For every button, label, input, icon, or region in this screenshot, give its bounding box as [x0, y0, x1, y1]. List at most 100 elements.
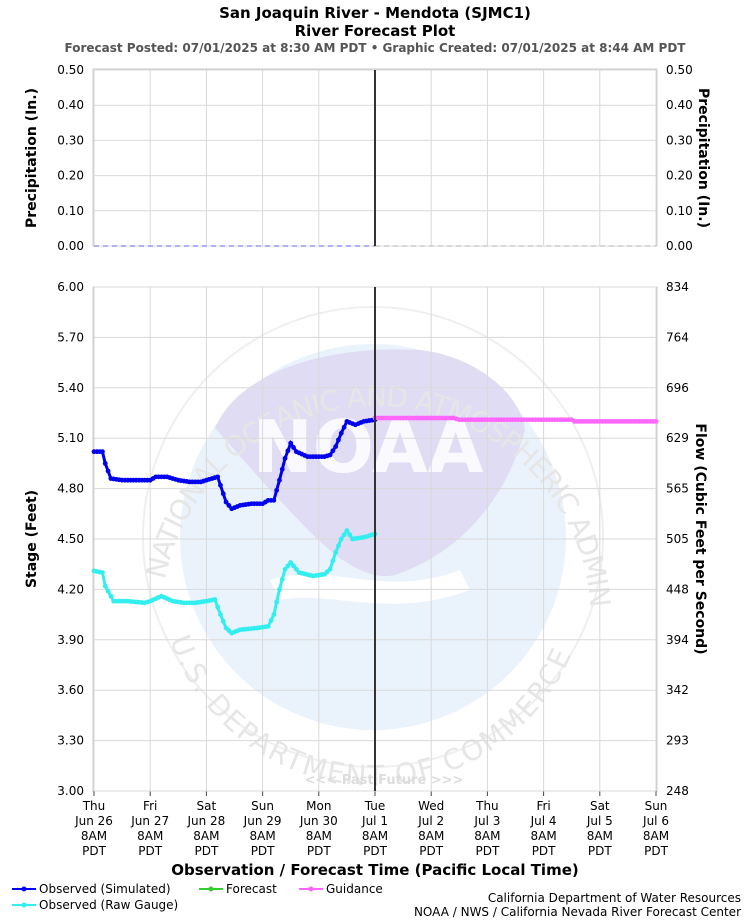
x-tick-label: Jun 26 [74, 814, 113, 828]
series-point-observed-raw-gauge [277, 587, 282, 592]
series-point-observed-simulated [291, 445, 296, 450]
series-point-observed-raw-gauge [218, 612, 223, 617]
x-tick-label: Sun [251, 799, 274, 813]
series-point-observed-raw-gauge [293, 566, 299, 572]
series-point-observed-simulated [338, 430, 344, 436]
chart-legend: Observed (Simulated) Observed (Raw Gauge)… [12, 882, 383, 912]
series-point-observed-raw-gauge [271, 612, 277, 617]
precip-y-tick-label-right: 0.20 [666, 169, 693, 183]
x-tick-label: Thu [82, 799, 106, 813]
legend-swatch-marker [208, 886, 214, 892]
precip-y-tick-label-right: 0.10 [666, 204, 693, 218]
precip-y-tick-label: 0.30 [57, 133, 84, 147]
x-tick-label: 8AM [362, 829, 388, 843]
x-tick-label: PDT [588, 844, 612, 858]
legend-swatch-marker [21, 886, 27, 892]
legend-label: Observed (Raw Gauge) [39, 898, 178, 912]
stage-y-tick-label: 4.50 [57, 532, 84, 546]
series-point-observed-raw-gauge [108, 593, 114, 599]
x-tick-label: Fri [536, 799, 550, 813]
flow-y-tick-label: 834 [666, 280, 689, 294]
flow-y-tick-label: 394 [666, 633, 689, 647]
chart-title-line2: River Forecast Plot [295, 22, 456, 40]
series-point-observed-simulated [215, 474, 221, 480]
x-tick-label: 8AM [193, 829, 219, 843]
stage-y-tick-label: 3.60 [57, 683, 84, 697]
flow-y-tick-label: 629 [666, 431, 689, 445]
series-point-observed-raw-gauge [100, 570, 105, 575]
stage-y-tick-label: 5.10 [57, 431, 84, 445]
series-point-observed-raw-gauge [285, 563, 291, 569]
precip-y-tick-label: 0.40 [57, 98, 84, 112]
series-point-observed-simulated [218, 482, 223, 488]
series-point-observed-raw-gauge [105, 588, 111, 594]
x-tick-label: Thu [475, 799, 499, 813]
x-tick-label: 8AM [418, 829, 444, 843]
series-point-observed-raw-gauge [341, 532, 347, 538]
series-point-observed-simulated [102, 461, 108, 466]
legend-label: Guidance [326, 882, 383, 896]
series-point-observed-simulated [327, 452, 333, 458]
series-point-observed-raw-gauge [282, 566, 288, 572]
chart-subtitle: Forecast Posted: 07/01/2025 at 8:30 AM P… [65, 41, 687, 55]
x-tick-label: Jul 5 [586, 814, 613, 828]
flow-y-tick-label: 696 [666, 381, 689, 395]
series-point-observed-simulated [223, 499, 229, 505]
series-point-observed-simulated [100, 449, 105, 455]
x-tick-label: Jun 27 [130, 814, 169, 828]
series-point-observed-simulated [330, 448, 336, 454]
legend-label: Observed (Simulated) [39, 882, 171, 896]
series-point-observed-raw-gauge [333, 550, 339, 555]
stage-y-tick-label: 4.20 [57, 582, 84, 596]
flow-y-tick-label: 448 [666, 582, 689, 596]
stage-y-tick-label: 4.80 [57, 482, 84, 496]
x-tick-label: 8AM [81, 829, 107, 843]
x-tick-label: 8AM [249, 829, 275, 843]
precip-y-tick-label: 0.00 [57, 239, 84, 253]
flow-y-tick-label: 342 [666, 683, 689, 697]
precip-y-tick-label: 0.20 [57, 169, 84, 183]
series-point-observed-raw-gauge [212, 597, 218, 602]
precip-y-tick-label-right: 0.00 [666, 239, 693, 253]
series-point-observed-raw-gauge [274, 599, 280, 605]
series-point-observed-raw-gauge [330, 558, 336, 564]
x-axis-label: Observation / Forecast Time (Pacific Loc… [171, 861, 578, 879]
series-point-observed-raw-gauge [220, 618, 226, 624]
flow-y-tick-label: 248 [666, 784, 689, 798]
precip-ylabel-right: Precipitation (In.) [695, 88, 711, 228]
series-point-observed-simulated [288, 440, 294, 446]
x-tick-label: 8AM [530, 829, 556, 843]
credit-line-1: California Department of Water Resources [488, 891, 741, 905]
series-point-observed-simulated [333, 444, 339, 449]
stage-y-tick-label: 3.90 [57, 633, 84, 647]
series-point-observed-raw-gauge [265, 623, 271, 629]
x-tick-label: Jul 1 [361, 814, 388, 828]
x-tick-label: PDT [475, 844, 499, 858]
series-point-observed-simulated [105, 468, 111, 474]
stage-ylabel-left: Stage (Feet) [24, 490, 40, 588]
precip-y-tick-label: 0.50 [57, 63, 84, 77]
x-tick-label: PDT [363, 844, 387, 858]
x-tick-label: PDT [138, 844, 162, 858]
x-tick-label: 8AM [474, 829, 500, 843]
series-point-observed-simulated [336, 437, 341, 443]
stage-y-tick-label: 5.70 [57, 330, 84, 344]
x-tick-label: PDT [251, 844, 275, 858]
x-tick-label: PDT [419, 844, 443, 858]
x-tick-label: Sat [197, 799, 217, 813]
x-tick-label: Jul 6 [642, 814, 669, 828]
series-point-observed-simulated [279, 466, 285, 472]
series-point-observed-simulated [226, 503, 232, 508]
flow-y-tick-label: 764 [666, 330, 689, 344]
series-point-observed-simulated [274, 487, 280, 493]
past-future-label: <<< Past Future >>> [304, 773, 463, 788]
x-tick-label: Jun 30 [299, 814, 338, 828]
series-point-observed-simulated [271, 497, 277, 503]
series-point-observed-raw-gauge [336, 543, 341, 549]
x-tick-label: PDT [644, 844, 668, 858]
series-point-observed-raw-gauge [268, 618, 274, 623]
series-point-observed-raw-gauge [344, 528, 350, 533]
chart-title: San Joaquin River - Mendota (SJMC1) [219, 4, 531, 22]
precip-y-tick-label-right: 0.40 [666, 98, 693, 112]
